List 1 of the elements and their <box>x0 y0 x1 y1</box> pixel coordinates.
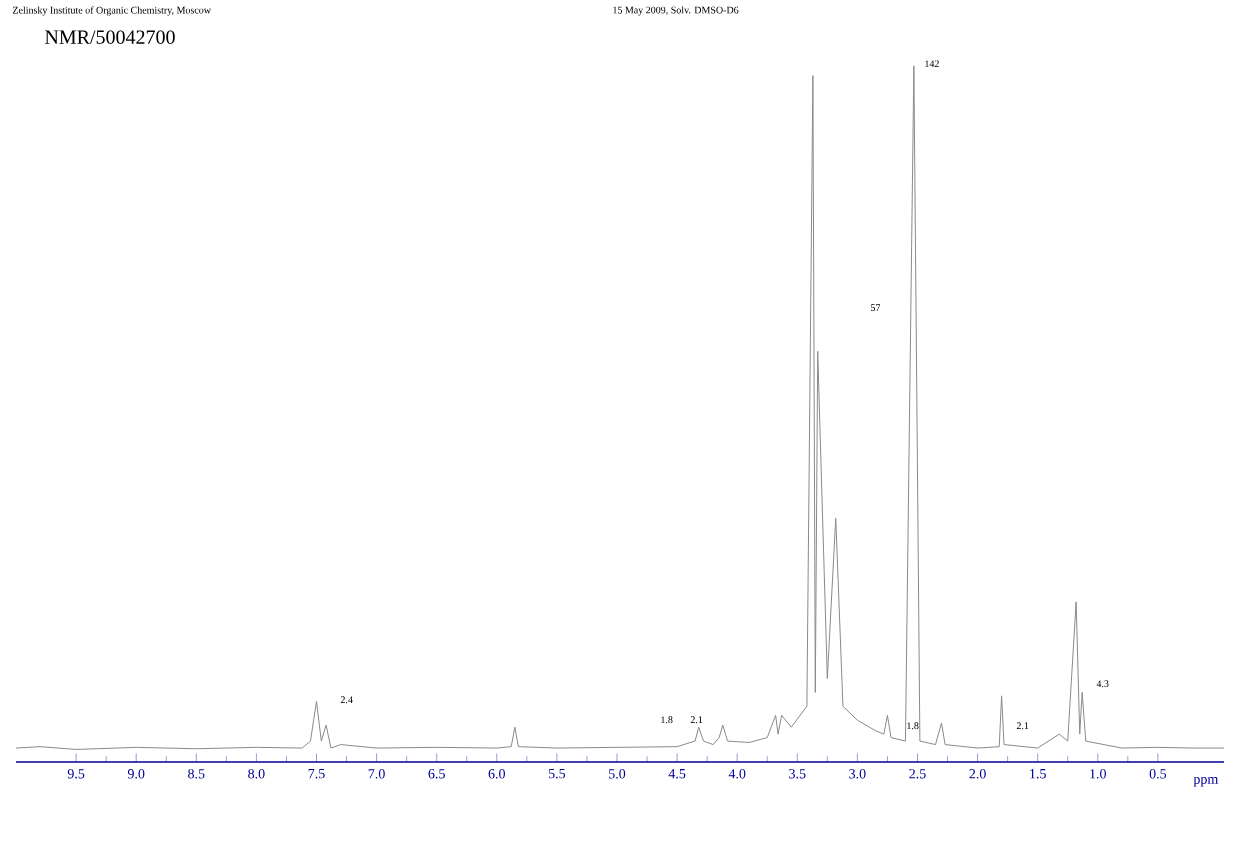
chart-title: NMR/50042700 <box>44 30 175 44</box>
